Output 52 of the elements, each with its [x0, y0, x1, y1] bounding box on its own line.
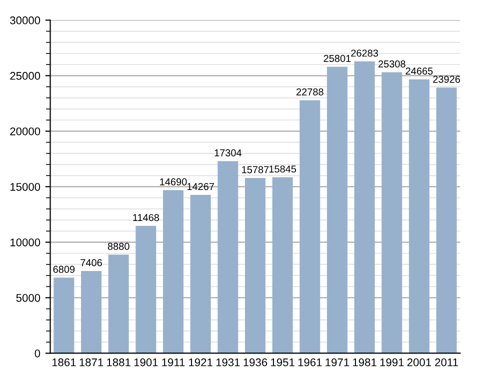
data-label: 7406: [80, 259, 102, 266]
bar: [272, 177, 293, 354]
x-tick-label: 1951: [271, 358, 294, 366]
data-label: 24665: [406, 68, 433, 75]
x-tick-label: 1971: [326, 358, 350, 366]
bar: [162, 190, 184, 354]
x-tick-label: 1921: [189, 358, 212, 366]
y-tick-label: 0: [34, 350, 40, 358]
data-label: 25308: [378, 60, 406, 68]
bar: [81, 271, 102, 354]
y-tick-label: 25000: [10, 72, 40, 80]
x-tick-label: 1991: [380, 358, 404, 366]
data-label: 14690: [160, 178, 187, 186]
x-tick-label: 2001: [407, 358, 432, 366]
x-tick-label: 1936: [244, 358, 268, 366]
x-tick-label: 1931: [216, 358, 240, 366]
x-tick-label: 1871: [80, 358, 104, 366]
bar: [354, 61, 375, 354]
data-label: 15787: [242, 166, 269, 174]
y-tick-label: 15000: [10, 182, 40, 191]
bar: [136, 226, 156, 354]
data-label: 15845: [269, 165, 296, 173]
bar: [326, 66, 348, 354]
data-label: 8880: [108, 242, 130, 250]
bar: [382, 72, 402, 354]
data-label: 25801: [324, 54, 351, 62]
y-tick-label: 30000: [10, 16, 40, 24]
data-label: 6809: [53, 266, 75, 273]
bar: [218, 161, 238, 354]
y-tick-label: 20000: [10, 127, 40, 136]
x-tick-label: 1961: [298, 358, 322, 366]
x-tick-label: 1981: [353, 358, 376, 366]
x-tick-label: 2011: [435, 358, 458, 366]
x-tick-label: 1901: [134, 358, 158, 366]
x-tick-label: 1881: [107, 358, 130, 366]
x-tick-label: 1861: [52, 358, 76, 366]
bar: [190, 194, 211, 354]
bar: [300, 100, 320, 354]
bar: [244, 178, 266, 354]
bar: [436, 88, 457, 354]
bar: [54, 278, 74, 354]
data-label: 17304: [214, 149, 242, 156]
bar: [108, 254, 129, 354]
y-tick-label: 5000: [16, 294, 40, 302]
data-label: 23926: [433, 76, 460, 83]
x-tick-label: 1911: [162, 358, 185, 366]
y-tick-label: 10000: [10, 238, 40, 246]
data-label: 22788: [296, 88, 324, 96]
data-label: 14267: [187, 182, 214, 190]
data-label: 26283: [351, 50, 378, 57]
bar: [408, 79, 430, 354]
data-label: 11468: [133, 214, 160, 222]
